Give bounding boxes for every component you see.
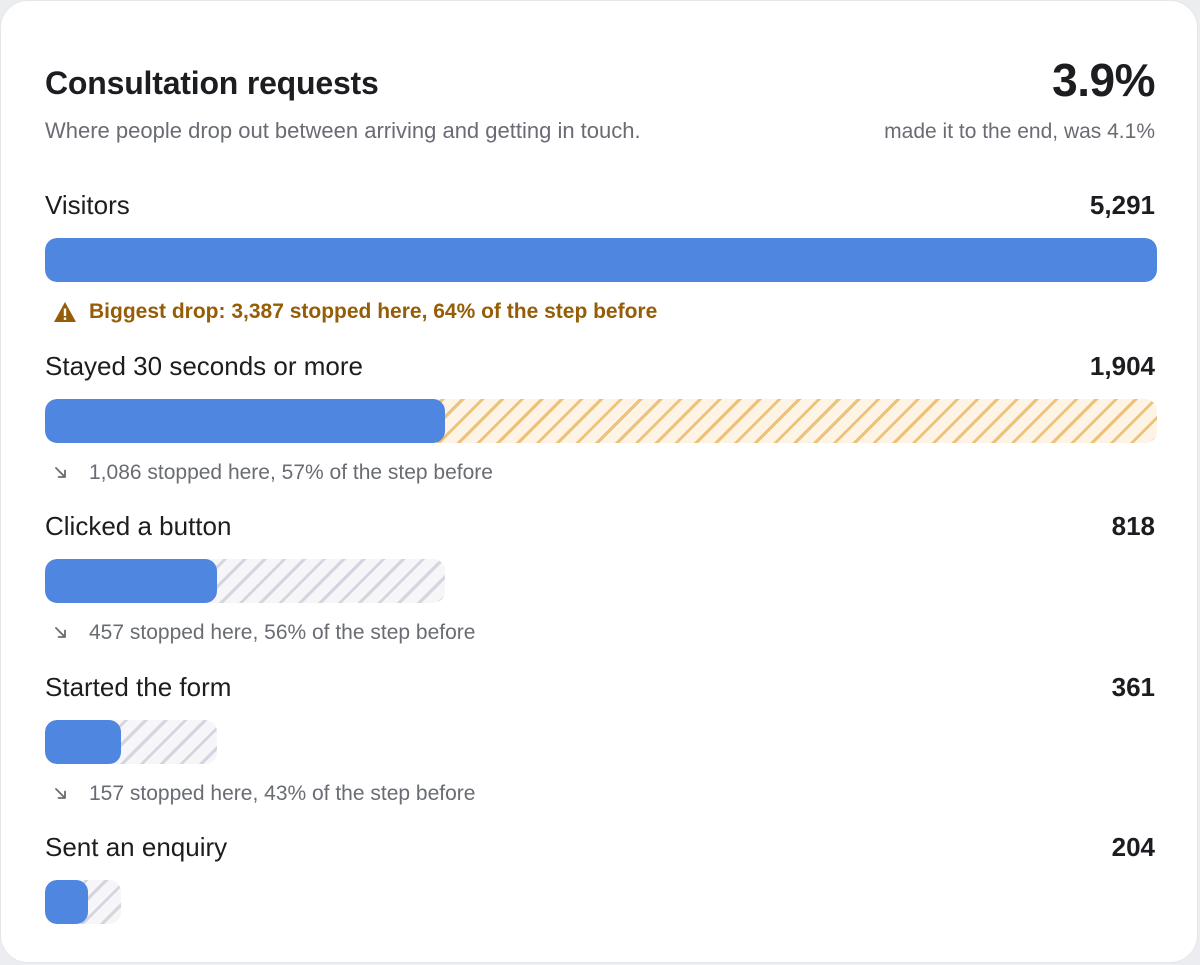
bar: [45, 398, 445, 443]
drop-text: 1,086 stopped here, 57% of the step befo…: [89, 460, 493, 484]
bar-track: [45, 559, 445, 603]
step-label: Sent an enquiry: [45, 832, 228, 862]
step-value: 1,904: [1089, 350, 1155, 381]
drop-text: Biggest drop: 3,387 stopped here, 64% of…: [89, 300, 658, 323]
step-label: Stayed 30 seconds or more: [45, 350, 363, 381]
bar: [45, 880, 88, 924]
arrow-down-right-icon: [53, 625, 79, 641]
step-value: 361: [1111, 671, 1155, 702]
step-label: Clicked a button: [45, 511, 232, 541]
drop-annotation: 1,086 stopped here, 57% of the step befo…: [53, 461, 493, 485]
drop-text: 457 stopped here, 56% of the step before: [89, 621, 476, 644]
drop-annotation: 457 stopped here, 56% of the step before: [53, 621, 475, 645]
drop-annotation: 157 stopped here, 43% of the step before: [53, 782, 475, 806]
step-value: 818: [1111, 511, 1155, 541]
arrow-down-right-icon: [53, 786, 79, 802]
bar-track: [45, 398, 1157, 443]
step-label: Visitors: [45, 190, 130, 220]
conversion-rate: 3.9%: [1052, 54, 1155, 106]
arrow-down-right-icon: [53, 465, 79, 481]
bar-track: [45, 719, 217, 764]
chart-title: Consultation requests: [45, 65, 379, 101]
bar: [45, 559, 217, 603]
conversion-caption: made it to the end, was 4.1%: [884, 120, 1155, 143]
step-value: 204: [1111, 832, 1155, 862]
drop-text: 157 stopped here, 43% of the step before: [89, 781, 476, 805]
warning-triangle-icon: [53, 301, 79, 323]
step-label: Started the form: [45, 671, 232, 702]
bar: [45, 719, 121, 764]
bar-track: [45, 238, 1157, 282]
bar: [45, 238, 1157, 282]
drop-annotation: Biggest drop: 3,387 stopped here, 64% of…: [53, 300, 657, 324]
bar-track: [45, 880, 121, 924]
chart-subtitle: Where people drop out between arriving a…: [45, 118, 641, 143]
step-value: 5,291: [1089, 190, 1155, 220]
